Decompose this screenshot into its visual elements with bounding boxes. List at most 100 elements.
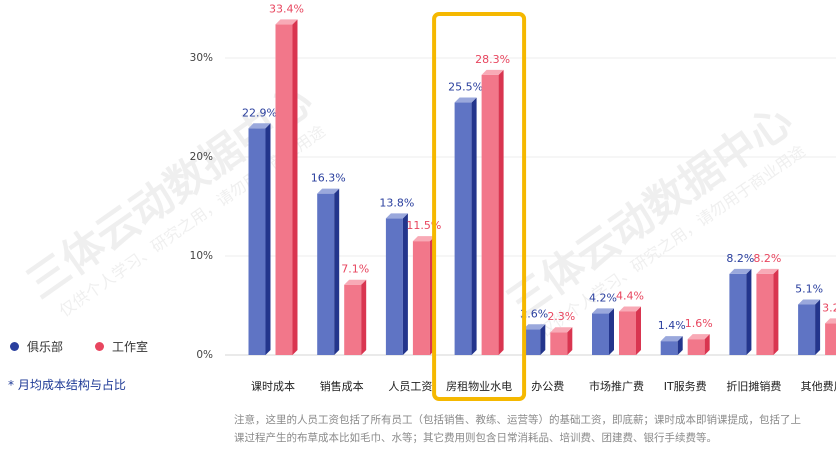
bar-top bbox=[825, 318, 836, 324]
bar-front bbox=[660, 341, 678, 355]
bars-layer: 22.9% 33.4% 16.3% 7.1% 13.8% 11.5% 25.5% 28.3% 2… bbox=[242, 2, 836, 356]
bar-front bbox=[317, 193, 335, 355]
bar-side bbox=[361, 279, 367, 355]
y-tick-label: 10% bbox=[190, 250, 213, 262]
bar-front bbox=[592, 313, 609, 355]
bar-side bbox=[471, 97, 477, 356]
bar bbox=[729, 268, 752, 355]
bar bbox=[275, 19, 298, 356]
legend-club-label: 俱乐部 bbox=[27, 340, 64, 354]
x-tick-label: 办公费 bbox=[531, 380, 564, 393]
data-label: 25.5% bbox=[448, 81, 483, 94]
bar-front bbox=[248, 128, 266, 355]
bar-front bbox=[756, 273, 774, 355]
bar-top bbox=[660, 336, 683, 342]
bar-front bbox=[385, 218, 403, 355]
data-label: 22.9% bbox=[242, 106, 277, 119]
bar-side bbox=[540, 324, 546, 355]
bar-side bbox=[704, 334, 710, 355]
data-label: 3.2% bbox=[822, 301, 836, 314]
x-tick-label: 人员工资 bbox=[388, 380, 432, 393]
y-tick-label: 0% bbox=[196, 349, 213, 361]
bar-side bbox=[773, 268, 779, 355]
bar bbox=[798, 299, 821, 355]
data-label: 5.1% bbox=[795, 283, 823, 296]
bar bbox=[385, 213, 408, 355]
bar bbox=[481, 69, 504, 355]
bar-top bbox=[248, 123, 271, 129]
chart-footnote: * 月均成本结构与占比 bbox=[8, 378, 126, 392]
bar-top bbox=[687, 334, 710, 340]
data-label: 1.6% bbox=[685, 317, 713, 330]
data-label: 28.3% bbox=[475, 53, 510, 66]
note-line-2: 课过程产生的布草成本比如毛巾、水等；其它费用则包含日常消耗品、培训费、团建费、银… bbox=[234, 432, 717, 444]
bar-top bbox=[619, 306, 641, 312]
bar-front bbox=[729, 273, 747, 355]
bar-top bbox=[798, 299, 821, 305]
bar bbox=[550, 327, 573, 355]
bar-side bbox=[402, 213, 408, 355]
bar bbox=[454, 97, 477, 356]
bar bbox=[825, 318, 836, 355]
bar-side bbox=[609, 308, 614, 355]
data-label: 8.2% bbox=[753, 252, 781, 265]
legend-club: 俱乐部 bbox=[10, 338, 63, 355]
legend-studio: 工作室 bbox=[95, 338, 148, 355]
bar-front bbox=[412, 241, 430, 355]
bar-top bbox=[385, 213, 408, 219]
data-label: 4.2% bbox=[589, 291, 617, 304]
bar-top bbox=[550, 327, 573, 333]
x-tick-label: 房租物业水电 bbox=[446, 379, 512, 393]
bar-top bbox=[344, 279, 367, 285]
bar-front bbox=[550, 332, 568, 355]
highlight-box bbox=[432, 12, 527, 401]
bar-top bbox=[412, 236, 435, 242]
bar-side bbox=[815, 299, 821, 355]
x-axis-labels: 课时成本 销售成本 人员工资 房租物业水电 办公费 市场推广费 IT服务费 折旧摊销费 其他费用 bbox=[251, 379, 836, 393]
note-line-1: 注意，这里的人员工资包括了所有员工（包括销售、教练、运营等）的基础工资，即底薪；… bbox=[234, 414, 801, 426]
bar-top bbox=[454, 97, 477, 103]
bar-top bbox=[592, 308, 614, 314]
bar-side bbox=[498, 69, 504, 355]
bar bbox=[523, 324, 546, 355]
data-label: 8.2% bbox=[726, 252, 754, 265]
bar-top bbox=[317, 188, 340, 194]
bar bbox=[248, 123, 271, 355]
bar-front bbox=[481, 74, 499, 355]
bar-side bbox=[677, 336, 683, 355]
bar bbox=[756, 268, 779, 355]
bar bbox=[660, 336, 683, 355]
bar-front bbox=[275, 24, 293, 356]
bar bbox=[687, 334, 710, 355]
bar-top bbox=[523, 324, 546, 330]
y-tick-label: 30% bbox=[190, 52, 213, 64]
data-label: 1.4% bbox=[658, 319, 686, 332]
bar-top bbox=[756, 268, 779, 274]
legend-studio-swatch bbox=[95, 342, 104, 351]
bar-side bbox=[292, 19, 298, 356]
bar-top bbox=[275, 19, 298, 25]
bar-front bbox=[523, 329, 541, 355]
bar bbox=[344, 279, 367, 355]
data-label: 13.8% bbox=[379, 196, 414, 209]
data-label: 7.1% bbox=[341, 263, 369, 276]
data-label: 4.4% bbox=[616, 289, 644, 302]
x-tick-label: 销售成本 bbox=[320, 379, 364, 393]
bar-side bbox=[636, 306, 641, 355]
watermark-main: 三体云动数据中心 bbox=[498, 95, 801, 328]
note-text: 注意，这里的人员工资包括了所有员工（包括销售、教练、运营等）的基础工资，即底薪；… bbox=[234, 411, 824, 447]
bar-side bbox=[334, 188, 340, 355]
data-label: 16.3% bbox=[311, 172, 346, 185]
data-label: 33.4% bbox=[269, 2, 304, 15]
data-label: 2.3% bbox=[547, 310, 575, 323]
x-tick-label: 其他费用 bbox=[801, 380, 836, 393]
bar-side bbox=[265, 123, 271, 355]
bar-front bbox=[454, 102, 472, 355]
bar-side bbox=[567, 327, 573, 355]
x-tick-label: IT服务费 bbox=[664, 380, 707, 393]
y-axis-ticks: 0% 10% 20% 30% bbox=[190, 52, 213, 361]
bar bbox=[619, 306, 641, 355]
x-tick-label: 课时成本 bbox=[251, 379, 295, 393]
data-label: 2.6% bbox=[520, 307, 548, 320]
data-label: 11.5% bbox=[406, 219, 441, 232]
